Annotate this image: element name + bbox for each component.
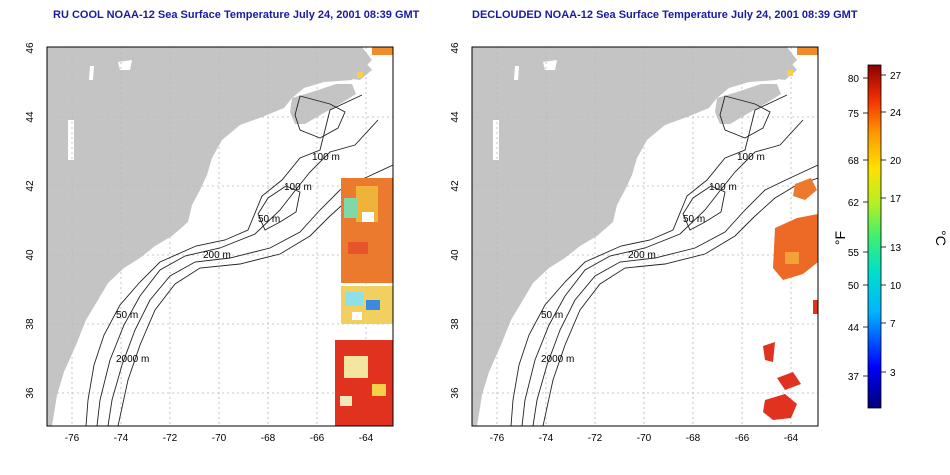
celsius-tick: 24: [890, 108, 902, 119]
x-tick-label: -74: [114, 433, 129, 444]
y-tick-label: 40: [450, 249, 461, 261]
x-tick-label: -68: [686, 433, 701, 444]
x-tick-label: -70: [637, 433, 652, 444]
colorbar-gradient: [867, 64, 882, 409]
fahrenheit-tick: 62: [848, 198, 860, 209]
contour-50m: [85, 94, 363, 426]
fahrenheit-tick: 80: [848, 74, 860, 85]
fahrenheit-tick: 50: [848, 281, 860, 292]
celsius-tick: 10: [890, 281, 902, 292]
fahrenheit-tick: 37: [848, 372, 860, 383]
x-tick-label: -72: [588, 433, 603, 444]
contour-label: 2000 m: [116, 354, 149, 365]
contour-label: 50 m: [683, 214, 705, 225]
contour-label: 50 m: [258, 214, 280, 225]
fahrenheit-tick: 75: [848, 109, 860, 120]
contour-label: 100 m: [284, 182, 312, 193]
fahrenheit-tick: 68: [848, 156, 860, 167]
x-tick-label: -66: [735, 433, 750, 444]
fahrenheit-tick: 55: [848, 248, 860, 259]
fahrenheit-tick: 44: [848, 323, 860, 334]
contour-100m: [96, 119, 379, 426]
celsius-tick: 27: [890, 71, 902, 82]
celsius-tick: 20: [890, 156, 902, 167]
celsius-tick: 3: [890, 368, 896, 379]
contour-label: 100 m: [709, 182, 737, 193]
y-tick-label: 38: [25, 318, 36, 330]
celsius-tick: 17: [890, 194, 902, 205]
contour-200m: [107, 164, 393, 426]
x-tick-label: -72: [163, 433, 178, 444]
x-tick-label: -70: [212, 433, 227, 444]
fahrenheit-unit-label: °F: [835, 231, 848, 245]
celsius-tick: 13: [890, 243, 902, 254]
contour-label: 200 m: [203, 250, 231, 261]
celsius-tick: 7: [890, 319, 896, 330]
y-tick-label: 44: [25, 111, 36, 123]
y-tick-label: 42: [25, 180, 36, 192]
land-mass: [47, 47, 372, 426]
y-tick-label: 40: [25, 249, 36, 261]
x-tick-label: -64: [359, 433, 374, 444]
contour-label: 2000 m: [541, 354, 574, 365]
x-tick-label: -76: [65, 433, 80, 444]
cape-breton: [340, 58, 372, 80]
x-tick-label: -68: [261, 433, 276, 444]
y-tick-label: 38: [450, 318, 461, 330]
nova-scotia: [715, 84, 781, 124]
x-tick-label: -64: [784, 433, 799, 444]
sst-swath: [335, 47, 393, 426]
right-map: 100 m 100 m 50 m 200 m 50 m 2000 m -76 -…: [450, 42, 819, 444]
left-map-title: RU COOL NOAA-12 Sea Surface Temperature …: [53, 9, 420, 21]
y-tick-label: 44: [450, 111, 461, 123]
contour-label: 50 m: [116, 310, 138, 321]
x-tick-label: -76: [490, 433, 505, 444]
celsius-unit-label: °C: [933, 230, 949, 246]
sst-declouded: [763, 47, 818, 420]
contour-label: 200 m: [628, 250, 656, 261]
y-tick-label: 46: [450, 42, 461, 54]
right-map-title: DECLOUDED NOAA-12 Sea Surface Temperatur…: [472, 9, 858, 21]
land-mass: [472, 47, 797, 426]
x-tick-label: -74: [539, 433, 554, 444]
x-tick-label: -66: [310, 433, 325, 444]
contour-label: 100 m: [312, 152, 340, 163]
y-tick-label: 46: [25, 42, 36, 54]
nova-scotia: [290, 84, 356, 124]
contour-label: 100 m: [737, 152, 765, 163]
y-tick-label: 36: [450, 387, 461, 399]
colorbar: 80 75 68 62 55 50 44 37 27 24 20 17 13 1…: [835, 64, 949, 409]
y-tick-label: 36: [25, 387, 36, 399]
y-tick-label: 42: [450, 180, 461, 192]
left-map: 100 m 100 m 50 m 200 m 50 m 2000 m -76 -…: [25, 42, 394, 444]
contour-label: 50 m: [541, 310, 563, 321]
